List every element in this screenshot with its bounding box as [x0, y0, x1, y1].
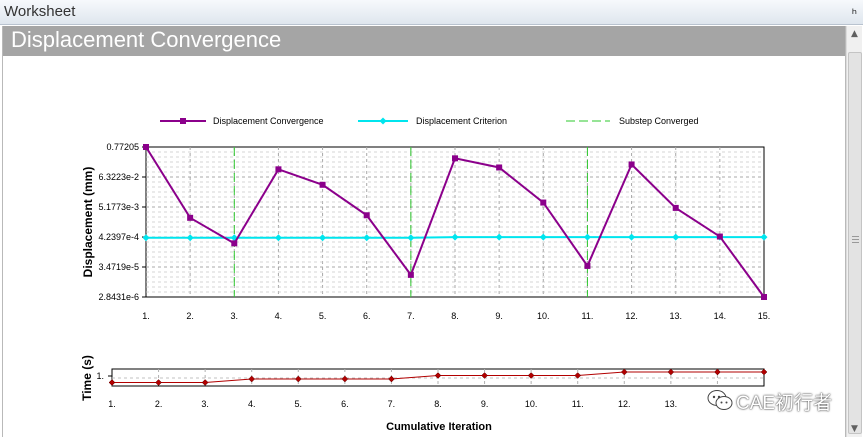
scroll-thumb[interactable]	[848, 52, 862, 434]
time-point	[667, 368, 675, 376]
time-x-tick-label: 5.	[295, 399, 303, 409]
x-tick-label: 10.	[537, 311, 550, 321]
criterion-point	[760, 233, 768, 241]
y-tick-label: 3.4719e-5	[98, 262, 139, 272]
time-point	[201, 379, 209, 386]
displacement-point	[672, 204, 679, 211]
x-tick-label: 4.	[275, 311, 283, 321]
time-point	[388, 375, 395, 383]
displacement-point	[761, 294, 767, 300]
x-tick-label: 1.	[142, 311, 150, 321]
chart-header: Displacement Convergence	[3, 26, 845, 56]
time-x-tick-label: 9.	[481, 399, 489, 409]
displacement-point	[452, 155, 458, 162]
wechat-icon	[707, 390, 733, 410]
x-tick-label: 8.	[451, 311, 459, 321]
displacement-point	[496, 164, 503, 171]
time-point	[620, 368, 628, 376]
criterion-point	[407, 234, 415, 242]
time-point	[341, 375, 349, 383]
criterion-point	[495, 233, 503, 241]
time-point	[481, 372, 488, 379]
displacement-point	[319, 181, 326, 188]
time-point	[248, 375, 256, 383]
displacement-point	[540, 199, 547, 206]
time-x-tick-label: 8.	[434, 399, 442, 409]
y-tick-label: 5.1773e-3	[98, 202, 139, 212]
x-tick-label: 2.	[186, 311, 194, 321]
time-point	[527, 372, 535, 379]
time-point	[574, 372, 582, 379]
legend-label: Substep Converged	[619, 116, 699, 126]
time-x-tick-label: 1.	[108, 399, 116, 409]
time-point	[760, 368, 768, 376]
time-y-axis-label: Time (s)	[80, 355, 94, 401]
time-x-tick-label: 6.	[341, 399, 349, 409]
legend-marker-criterion	[379, 117, 387, 125]
time-point	[108, 379, 116, 386]
x-tick-label: 7.	[407, 311, 415, 321]
criterion-point	[274, 234, 282, 242]
time-point	[155, 379, 162, 386]
time-point	[434, 372, 442, 379]
y-tick-label: 0.77205	[106, 142, 139, 152]
criterion-point	[451, 233, 459, 241]
x-tick-label: 9.	[495, 311, 503, 321]
x-axis-label: Cumulative Iteration	[386, 421, 492, 433]
pin-icon[interactable]: ₕ	[851, 3, 857, 18]
displacement-point	[187, 214, 194, 221]
time-x-tick-label: 7.	[388, 399, 396, 409]
window-title: Worksheet	[4, 3, 76, 20]
time-x-tick-label: 4.	[248, 399, 256, 409]
time-point	[714, 368, 721, 376]
displacement-point	[231, 240, 238, 247]
displacement-point	[275, 166, 282, 173]
displacement-point	[584, 262, 591, 269]
displacement-point	[143, 144, 149, 150]
y-tick-label: 2.8431e-6	[98, 292, 139, 302]
criterion-point	[672, 233, 680, 241]
time-x-tick-label: 10.	[525, 399, 538, 409]
vertical-scrollbar[interactable]: ▲ ▼	[846, 26, 862, 437]
x-tick-label: 6.	[363, 311, 371, 321]
legend-marker-displacement	[180, 118, 186, 124]
y-tick-label: 4.2397e-4	[98, 232, 139, 242]
time-x-tick-label: 13.	[665, 399, 678, 409]
displacement-point	[716, 233, 723, 240]
displacement-point	[363, 212, 370, 219]
criterion-point	[363, 234, 371, 242]
window-titlebar: Worksheet ₕ	[0, 0, 863, 25]
scroll-up-icon[interactable]: ▲	[851, 29, 858, 39]
legend-label: Displacement Convergence	[213, 116, 324, 126]
x-tick-label: 12.	[625, 311, 638, 321]
displacement-point	[628, 161, 635, 168]
time-x-tick-label: 12.	[618, 399, 631, 409]
x-tick-label: 11.	[582, 311, 594, 321]
criterion-point	[319, 234, 327, 242]
time-x-tick-label: 11.	[572, 399, 584, 409]
criterion-point	[186, 234, 194, 242]
legend-label: Displacement Criterion	[416, 116, 507, 126]
displacement-point	[407, 271, 414, 278]
time-x-tick-label: 3.	[201, 399, 209, 409]
scroll-down-icon[interactable]: ▼	[851, 424, 858, 434]
x-tick-label: 15.	[758, 311, 771, 321]
watermark-text: CAE初行者	[736, 393, 833, 414]
criterion-point	[142, 234, 150, 242]
criterion-point	[583, 233, 591, 241]
y-axis-label: Displacement (mm)	[81, 167, 95, 278]
y-tick-label: 6.3223e-2	[98, 172, 139, 182]
x-tick-label: 13.	[669, 311, 682, 321]
criterion-point	[539, 233, 547, 241]
x-tick-label: 14.	[714, 311, 727, 321]
criterion-point	[628, 233, 636, 241]
time-point	[294, 375, 302, 383]
time-y-tick-label: 1.	[96, 371, 104, 381]
x-tick-label: 5.	[319, 311, 327, 321]
chart-title: Displacement Convergence	[11, 27, 282, 52]
x-tick-label: 3.	[231, 311, 239, 321]
time-x-tick-label: 2.	[155, 399, 163, 409]
